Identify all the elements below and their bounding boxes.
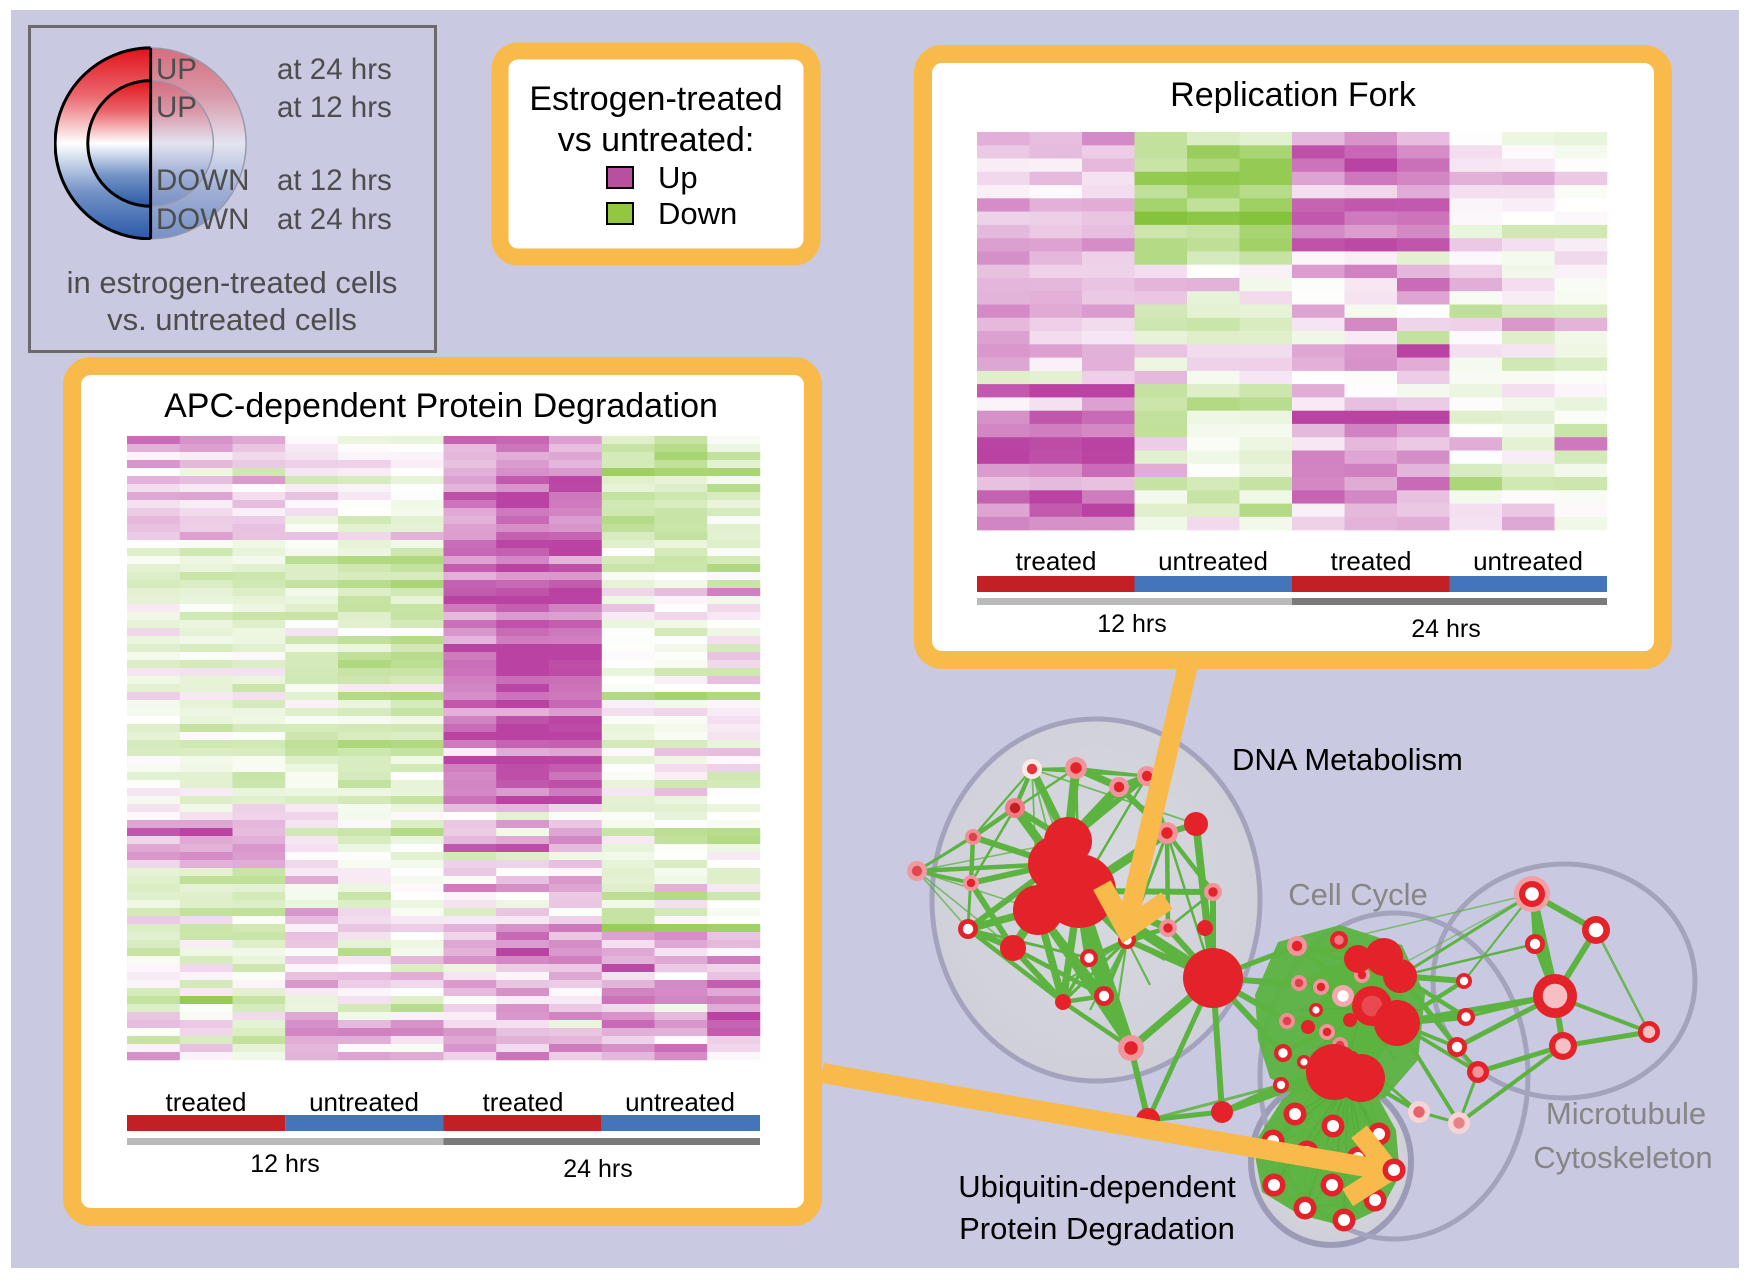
svg-text:untreated: untreated <box>1473 546 1583 576</box>
svg-text:treated: treated <box>483 1087 564 1117</box>
svg-text:24 hrs: 24 hrs <box>563 1155 632 1183</box>
svg-text:Ubiquitin-dependent: Ubiquitin-dependent <box>958 1169 1236 1204</box>
svg-text:DNA Metabolism: DNA Metabolism <box>1232 742 1463 777</box>
svg-text:treated: treated <box>166 1087 247 1117</box>
svg-text:treated: treated <box>1016 546 1097 576</box>
svg-text:Cell Cycle: Cell Cycle <box>1288 877 1428 912</box>
svg-text:24 hrs: 24 hrs <box>1411 615 1480 643</box>
svg-text:UP: UP <box>156 53 197 86</box>
svg-text:UP: UP <box>156 91 197 124</box>
svg-text:treated: treated <box>1331 546 1412 576</box>
svg-text:Protein Degradation: Protein Degradation <box>959 1211 1235 1246</box>
svg-text:Down: Down <box>658 196 737 231</box>
svg-text:Estrogen-treated: Estrogen-treated <box>529 80 782 118</box>
svg-text:DOWN: DOWN <box>156 164 249 197</box>
svg-text:at 24 hrs: at 24 hrs <box>277 53 392 86</box>
svg-text:untreated: untreated <box>309 1087 419 1117</box>
svg-text:at 12 hrs: at 12 hrs <box>277 164 392 197</box>
svg-text:Cytoskeleton: Cytoskeleton <box>1533 1140 1712 1175</box>
svg-text:at 24 hrs: at 24 hrs <box>277 203 392 236</box>
svg-text:DOWN: DOWN <box>156 203 249 236</box>
svg-text:Replication Fork: Replication Fork <box>1170 76 1417 114</box>
svg-text:at 12 hrs: at 12 hrs <box>277 91 392 124</box>
svg-text:Up: Up <box>658 160 698 195</box>
svg-text:APC-dependent Protein Degradat: APC-dependent Protein Degradation <box>164 387 718 425</box>
svg-text:untreated: untreated <box>1158 546 1268 576</box>
svg-text:12 hrs: 12 hrs <box>250 1150 319 1178</box>
svg-text:vs untreated:: vs untreated: <box>558 121 755 159</box>
svg-text:Microtubule: Microtubule <box>1546 1096 1706 1131</box>
svg-text:in estrogen-treated cells: in estrogen-treated cells <box>67 265 398 300</box>
svg-text:untreated: untreated <box>625 1087 735 1117</box>
svg-text:vs. untreated cells: vs. untreated cells <box>107 302 357 337</box>
svg-text:12 hrs: 12 hrs <box>1097 610 1166 638</box>
